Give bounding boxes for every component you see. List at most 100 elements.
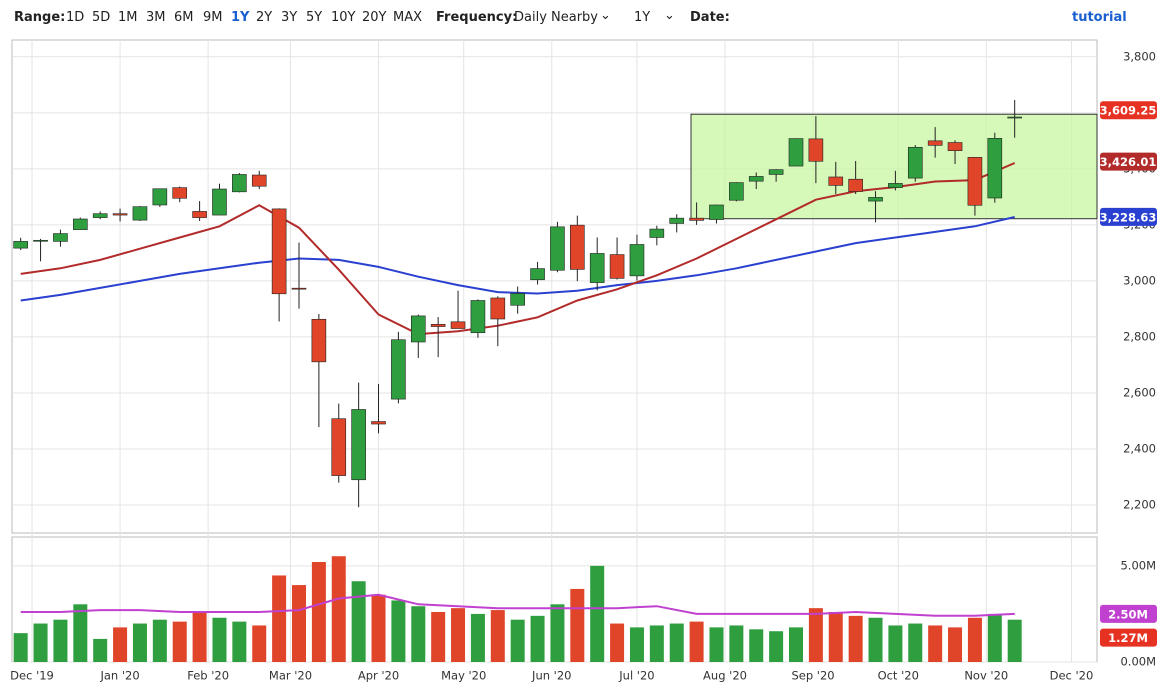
range-button[interactable]: 1Y [231, 10, 250, 25]
volume-bar [928, 625, 943, 662]
x-tick-label: Apr '20 [358, 669, 399, 683]
volume-bar [629, 627, 644, 662]
candle-body [530, 268, 545, 281]
period-select[interactable]: 1Y [634, 10, 651, 25]
price-tag [1100, 101, 1157, 120]
price-tag-label: 3,228.63 [1100, 210, 1157, 224]
candle-body [450, 321, 466, 329]
volume-bar [93, 638, 108, 662]
volume-bar [510, 619, 525, 662]
price-tag [1100, 207, 1157, 226]
range-button[interactable]: 6M [174, 10, 194, 25]
volume-bar [610, 623, 625, 662]
range-button[interactable]: 3Y [281, 10, 298, 25]
candle-body [430, 324, 446, 327]
candle-body [927, 140, 943, 146]
range-button[interactable]: 2Y [256, 10, 273, 25]
range-button[interactable]: 10Y [331, 10, 356, 25]
candle-body [391, 339, 406, 400]
volume-bar [848, 615, 863, 662]
candle-body [629, 244, 645, 277]
candle-body [947, 142, 963, 151]
range-button[interactable]: 5D [92, 10, 111, 25]
candle-body [828, 176, 844, 186]
candle-body [192, 211, 207, 218]
volume-bar [132, 623, 147, 662]
candle-body [112, 213, 128, 216]
candle-body [371, 421, 386, 425]
toolbar: Range: 1D 5D 1M 3M 6M 9M 1Y 2Y 3Y 5Y 10Y 20Y MAX Frequ… [0, 0, 1159, 36]
volume-bar [769, 631, 784, 662]
candle-body [848, 178, 863, 192]
candle-body [609, 254, 625, 279]
volume-bar [152, 619, 167, 662]
volume-bar [987, 613, 1002, 662]
volume-bar [828, 612, 843, 662]
dropdown-icon[interactable]: ⌄ [664, 8, 675, 23]
range-button[interactable]: 1D [66, 10, 85, 25]
x-tick-label: Oct '20 [878, 669, 919, 683]
dropdown-icon[interactable]: ⌄ [600, 8, 611, 23]
volume-bar [451, 608, 466, 662]
range-button[interactable]: 9M [203, 10, 223, 25]
x-tick-label: Nov '20 [964, 669, 1008, 683]
volume-bar [888, 625, 903, 662]
range-button[interactable]: 5Y [306, 10, 323, 25]
candle-body [649, 228, 665, 238]
candle-body [152, 188, 168, 206]
frequency-select[interactable]: Daily Nearby [514, 10, 599, 25]
candle-body [13, 241, 28, 249]
candle-body [907, 146, 923, 179]
volume-bar [749, 629, 764, 662]
candle-body [92, 213, 108, 218]
volume-tick-label: 5.00M [1120, 558, 1156, 572]
date-label: Date: [690, 10, 730, 25]
range-button[interactable]: 1M [118, 10, 138, 25]
volume-average [20, 593, 1015, 617]
price-tag [1100, 628, 1157, 647]
range-button[interactable]: MAX [393, 10, 423, 25]
candle-body [291, 287, 307, 290]
candle-body [351, 409, 366, 481]
x-tick-label: Jun '20 [531, 669, 571, 683]
candle-body [311, 318, 327, 363]
volume-bar [649, 625, 664, 662]
volume-bar [490, 610, 505, 662]
candle-body [888, 183, 903, 188]
candle-body [967, 157, 983, 206]
price-tag [1100, 604, 1157, 623]
range-label: Range: [14, 10, 66, 25]
range-button[interactable]: 20Y [362, 10, 387, 25]
candle-body [232, 174, 247, 193]
range-button[interactable]: 3M [146, 10, 166, 25]
price-tag-label: 1.27M [1108, 631, 1148, 645]
candle-body [570, 224, 585, 270]
volume-bar [868, 617, 883, 662]
y-tick-label: 2,400 [1123, 441, 1156, 455]
volume-bar [948, 627, 963, 662]
volume-bar [808, 608, 823, 662]
volume-bar [590, 565, 605, 662]
volume-bar [709, 627, 724, 662]
volume-tick-label: 0.00M [1120, 655, 1156, 669]
volume-bar [113, 627, 128, 662]
tutorial-link[interactable]: tutorial [1072, 10, 1127, 25]
volume-bar [311, 562, 326, 662]
volume-bar [908, 623, 923, 662]
x-tick-label: Aug '20 [703, 669, 747, 683]
volume-bar [570, 588, 585, 662]
candle-body [868, 197, 883, 202]
volume-bar [351, 581, 366, 662]
x-tick-label: Jan '20 [99, 669, 139, 683]
volume-bar [411, 606, 426, 662]
y-tick-label: 3,000 [1123, 273, 1156, 287]
candle-body [251, 174, 267, 187]
volume-bar [689, 621, 704, 662]
y-tick-label: 2,600 [1123, 385, 1156, 399]
candle-body [689, 217, 704, 221]
candle-body [669, 217, 685, 224]
x-tick-label: May '20 [441, 669, 486, 683]
candle-body [331, 418, 347, 476]
candle-body [132, 206, 148, 221]
candle-body [768, 169, 784, 175]
